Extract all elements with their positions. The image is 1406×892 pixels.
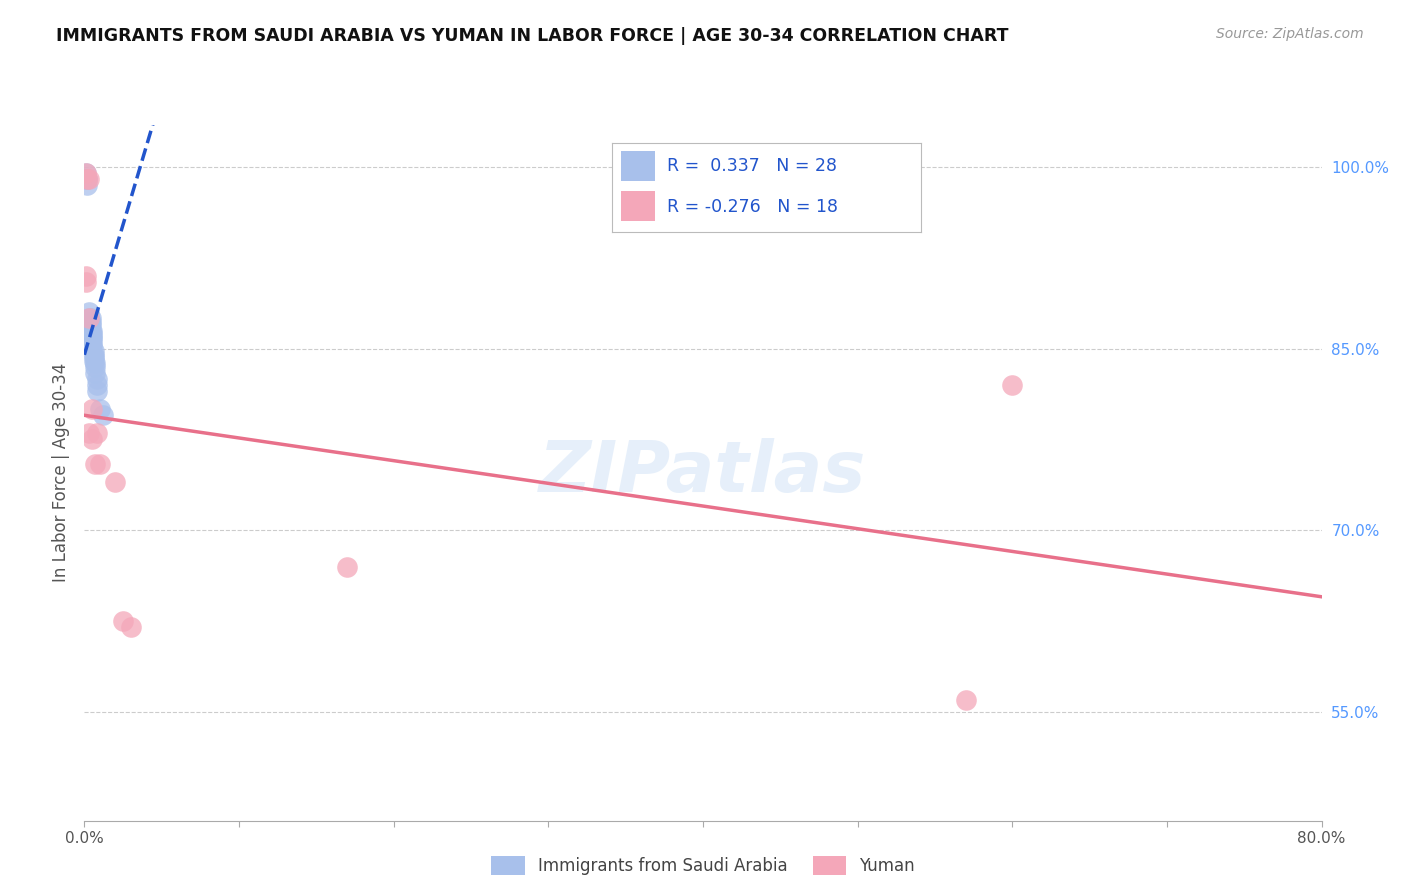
Y-axis label: In Labor Force | Age 30-34: In Labor Force | Age 30-34 [52, 363, 70, 582]
Point [79, 318, 101, 332]
Point [84, 359, 107, 374]
Point [82, 332, 104, 346]
Point [77, 311, 100, 326]
Point [75, 269, 97, 284]
Text: ZIPatlas: ZIPatlas [540, 438, 866, 508]
Point [76, 172, 98, 186]
Point [104, 475, 127, 489]
Text: R =  0.337   N = 28: R = 0.337 N = 28 [668, 157, 838, 175]
Point [82, 339, 104, 353]
FancyBboxPatch shape [621, 191, 655, 221]
Point [84, 356, 107, 370]
Point [89, 402, 111, 417]
Point [75, 275, 97, 289]
Point [82, 402, 104, 417]
Point [77, 311, 100, 326]
Legend: Immigrants from Saudi Arabia, Yuman: Immigrants from Saudi Arabia, Yuman [485, 849, 921, 882]
Point [82, 335, 104, 350]
Point [336, 559, 359, 574]
Point [83, 354, 105, 368]
Point [955, 692, 977, 706]
Point [75, 166, 97, 180]
Point [86, 378, 108, 392]
Point [86, 426, 108, 441]
FancyBboxPatch shape [621, 151, 655, 181]
Point [1001, 378, 1024, 392]
Point [89, 457, 111, 471]
Point [83, 350, 105, 364]
Point [79, 311, 101, 326]
Point [120, 620, 142, 634]
Text: R = -0.276   N = 18: R = -0.276 N = 18 [668, 198, 838, 216]
Point [86, 372, 108, 386]
Point [79, 324, 101, 338]
Point [75, 166, 97, 180]
Point [112, 614, 135, 628]
Text: IMMIGRANTS FROM SAUDI ARABIA VS YUMAN IN LABOR FORCE | AGE 30-34 CORRELATION CHA: IMMIGRANTS FROM SAUDI ARABIA VS YUMAN IN… [56, 27, 1008, 45]
Point [84, 457, 107, 471]
Point [91, 409, 114, 423]
Point [77, 305, 100, 319]
Point [79, 315, 101, 329]
Point [82, 324, 104, 338]
Point [82, 433, 104, 447]
Point [76, 172, 98, 186]
Point [83, 344, 105, 359]
Point [83, 348, 105, 362]
Point [76, 178, 98, 193]
Point [77, 426, 100, 441]
Point [86, 384, 108, 398]
Point [77, 172, 100, 186]
Point [76, 172, 98, 186]
Point [84, 366, 107, 380]
Point [82, 327, 104, 342]
Text: Source: ZipAtlas.com: Source: ZipAtlas.com [1216, 27, 1364, 41]
Point [82, 329, 104, 343]
